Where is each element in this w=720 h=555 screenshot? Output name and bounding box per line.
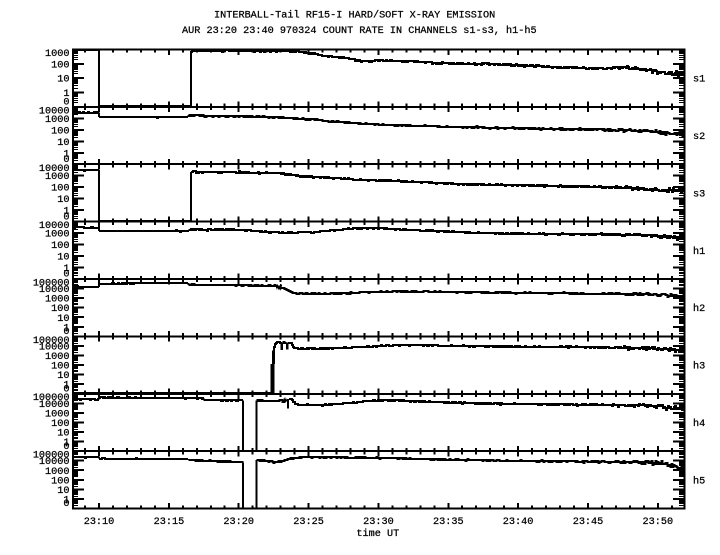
svg-text:1000: 1000 xyxy=(45,115,69,126)
svg-text:0: 0 xyxy=(63,327,69,338)
svg-text:23:15: 23:15 xyxy=(154,517,185,528)
svg-text:1: 1 xyxy=(63,381,69,392)
svg-text:10: 10 xyxy=(57,314,69,325)
svg-text:0: 0 xyxy=(63,270,69,281)
svg-text:1000: 1000 xyxy=(45,409,69,420)
svg-text:time UT: time UT xyxy=(356,528,399,540)
svg-text:23:20: 23:20 xyxy=(223,517,254,528)
svg-text:1: 1 xyxy=(63,149,69,160)
svg-text:0: 0 xyxy=(63,442,69,453)
svg-text:1000: 1000 xyxy=(45,467,69,478)
svg-text:s3: s3 xyxy=(693,189,705,200)
svg-text:23:35: 23:35 xyxy=(433,517,464,528)
svg-text:100000: 100000 xyxy=(33,336,70,347)
svg-text:100: 100 xyxy=(51,419,69,430)
svg-text:10: 10 xyxy=(57,138,69,149)
svg-text:10: 10 xyxy=(57,253,69,264)
svg-text:100: 100 xyxy=(51,241,69,252)
svg-text:1: 1 xyxy=(63,207,69,218)
svg-text:s2: s2 xyxy=(693,132,705,143)
svg-text:100000: 100000 xyxy=(33,451,70,462)
svg-text:h4: h4 xyxy=(693,418,705,430)
svg-text:1000: 1000 xyxy=(45,49,69,60)
svg-text:INTERBALL-Tail RF15-I HARD/SOF: INTERBALL-Tail RF15-I HARD/SOFT X-RAY EM… xyxy=(214,10,495,22)
svg-text:1000: 1000 xyxy=(45,352,69,363)
svg-text:h2: h2 xyxy=(693,303,705,315)
svg-text:h1: h1 xyxy=(693,246,705,258)
svg-text:0: 0 xyxy=(63,98,69,109)
svg-text:1: 1 xyxy=(63,438,69,449)
svg-text:0: 0 xyxy=(63,212,69,223)
svg-text:10000: 10000 xyxy=(39,342,70,353)
svg-text:23:45: 23:45 xyxy=(573,517,604,528)
svg-text:h5: h5 xyxy=(693,475,705,487)
svg-text:1000: 1000 xyxy=(45,172,69,183)
svg-text:100000: 100000 xyxy=(33,393,70,404)
svg-text:100000: 100000 xyxy=(33,279,70,290)
svg-text:0: 0 xyxy=(63,155,69,166)
svg-text:100: 100 xyxy=(51,304,69,315)
svg-text:100: 100 xyxy=(51,362,69,373)
svg-text:1: 1 xyxy=(63,89,69,100)
svg-text:10: 10 xyxy=(57,195,69,206)
svg-text:10000: 10000 xyxy=(39,221,70,232)
svg-text:100: 100 xyxy=(51,184,69,195)
svg-text:23:25: 23:25 xyxy=(293,517,324,528)
svg-text:10000: 10000 xyxy=(39,457,70,468)
svg-text:23:10: 23:10 xyxy=(84,517,115,528)
svg-text:100: 100 xyxy=(51,476,69,487)
svg-text:1000: 1000 xyxy=(45,230,69,241)
svg-text:10: 10 xyxy=(57,371,69,382)
svg-text:10000: 10000 xyxy=(39,164,70,175)
svg-text:h3: h3 xyxy=(693,361,705,373)
svg-text:10: 10 xyxy=(57,486,69,497)
svg-text:23:50: 23:50 xyxy=(643,517,674,528)
svg-text:10000: 10000 xyxy=(39,285,70,296)
svg-text:1: 1 xyxy=(63,495,69,506)
svg-text:100: 100 xyxy=(51,126,69,137)
svg-text:0: 0 xyxy=(63,499,69,510)
svg-text:10000: 10000 xyxy=(39,400,70,411)
svg-text:1: 1 xyxy=(63,323,69,334)
svg-text:10: 10 xyxy=(57,75,69,86)
svg-text:10: 10 xyxy=(57,429,69,440)
svg-text:0: 0 xyxy=(63,384,69,395)
svg-text:23:40: 23:40 xyxy=(503,517,534,528)
svg-text:23:30: 23:30 xyxy=(363,517,394,528)
svg-text:100: 100 xyxy=(51,60,69,71)
svg-text:10000: 10000 xyxy=(39,106,70,117)
svg-text:AUR 23:20 23:40 970324 COUNT: AUR 23:20 23:40 970324 COUNT RATE IN CHA… xyxy=(182,25,537,37)
svg-text:1000: 1000 xyxy=(45,295,69,306)
svg-text:1: 1 xyxy=(63,264,69,275)
svg-text:s1: s1 xyxy=(693,75,705,86)
